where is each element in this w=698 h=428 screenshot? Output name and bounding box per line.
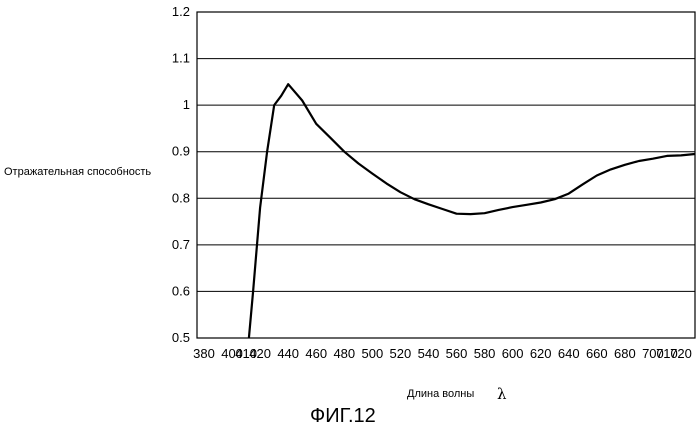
x-tick-label: 520 xyxy=(390,346,412,361)
x-tick-label: 710 xyxy=(656,346,678,361)
x-tick-label: 380 xyxy=(193,346,215,361)
x-tick-label: 560 xyxy=(446,346,468,361)
lambda-symbol: λ xyxy=(497,385,507,403)
x-tick-label: 540 xyxy=(418,346,440,361)
x-tick-label: 500 xyxy=(362,346,384,361)
figure-caption: ФИГ.12 xyxy=(310,405,376,427)
y-tick-label: 1.1 xyxy=(172,51,190,66)
x-tick-label: 680 xyxy=(614,346,636,361)
gridlines xyxy=(197,12,695,338)
y-tick-label: 1.2 xyxy=(172,4,190,19)
series-line xyxy=(249,84,695,338)
y-axis-title: Отражательная способность xyxy=(4,166,151,178)
y-tick-labels: 0.5 0.6 0.7 0.8 0.9 1 1.1 1.2 xyxy=(172,4,190,345)
x-tick-label: 660 xyxy=(586,346,608,361)
y-tick-label: 0.8 xyxy=(172,190,190,205)
plot-area-frame xyxy=(197,12,695,338)
y-tick-label: 0.9 xyxy=(172,144,190,159)
x-tick-label: 440 xyxy=(277,346,299,361)
x-tick-label: 580 xyxy=(474,346,496,361)
y-tick-label: 0.7 xyxy=(172,237,190,252)
x-tick-label: 410 xyxy=(235,346,257,361)
x-tick-label: 600 xyxy=(502,346,524,361)
x-tick-label: 460 xyxy=(305,346,327,361)
y-tick-label: 1 xyxy=(183,97,190,112)
x-tick-labels: 3804004204404604805005205405605806006206… xyxy=(193,346,692,361)
y-tick-label: 0.6 xyxy=(172,283,190,298)
x-tick-label: 480 xyxy=(333,346,355,361)
x-tick-label: 640 xyxy=(558,346,580,361)
x-tick-label: 620 xyxy=(530,346,552,361)
x-axis-title: Длина волны xyxy=(407,388,474,400)
y-tick-label: 0.5 xyxy=(172,330,190,345)
